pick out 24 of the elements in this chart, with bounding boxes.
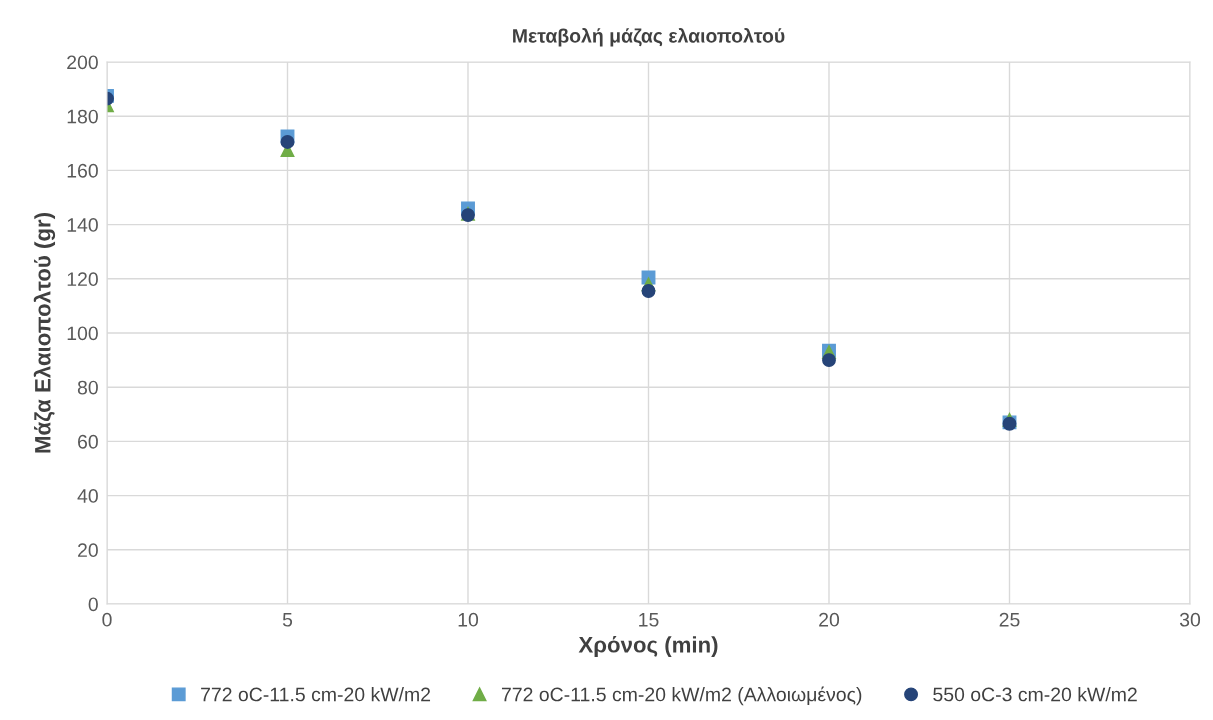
y-tick-label: 0 [88,597,98,612]
legend-label: 772 oC-11.5 cm-20 kW/m2 [201,687,431,702]
y-tick-label: 20 [78,543,98,558]
x-tick-label: 15 [639,613,659,627]
x-tick-label: 0 [102,612,112,627]
y-tick-label: 180 [67,109,98,124]
y-tick-label: 160 [67,163,98,178]
y-tick-label: 120 [67,272,98,287]
y-tick-label: 200 [67,55,98,70]
x-tick-label: 5 [282,613,293,627]
x-tick-label: 20 [819,612,840,627]
y-tick-label: 100 [67,326,98,341]
chart-title: Μεταβολή μάζας ελαιοπολτού [513,27,785,47]
x-tick-label: 10 [458,612,479,627]
x-axis-title: Χρόνος (min) [578,636,718,657]
y-tick-label: 60 [78,434,98,449]
y-tick-label: 140 [67,218,98,232]
legend-label: 550 oC-3 cm-20 kW/m2 [933,687,1137,702]
x-tick-label: 25 [999,612,1020,627]
legend-label: 772 oC-11.5 cm-20 kW/m2 (Αλλοιωμένος) [501,686,862,706]
x-tick-label: 30 [1179,612,1201,627]
y-tick-label: 40 [77,489,98,503]
y-axis-title: Μάζα Ελαιοπολτού (gr) [33,213,56,453]
y-tick-label: 80 [77,380,98,395]
